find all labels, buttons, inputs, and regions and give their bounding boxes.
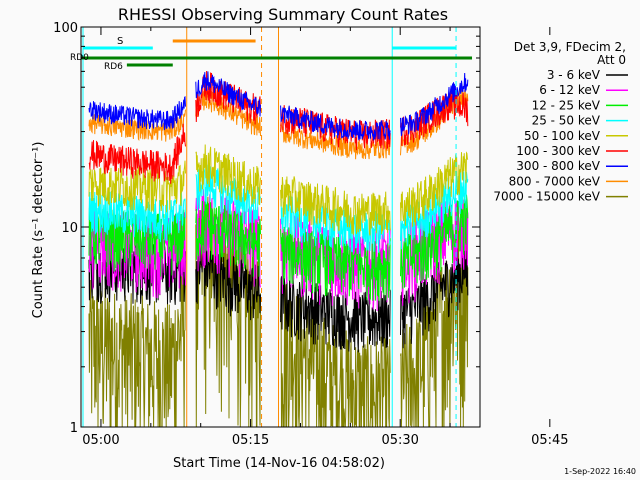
legend-entry-label: 25 - 50 keV	[532, 114, 601, 128]
series-50-100-keV-line	[88, 144, 469, 236]
y-tick-label: 100	[53, 21, 78, 36]
legend-header-line-2: Att 0	[597, 53, 626, 67]
legend-entry-label: 12 - 25 keV	[532, 98, 601, 112]
generated-timestamp: 1-Sep-2022 16:40	[564, 467, 636, 476]
x-tick-label: 05:30	[381, 433, 418, 448]
legend-entry-label: 100 - 300 keV	[516, 144, 600, 158]
x-tick-label: 05:15	[232, 433, 269, 448]
legend-entry-label: 300 - 800 keV	[516, 159, 600, 173]
annotation-rd0: RD0	[70, 53, 89, 63]
legend-header-line-1: Det 3,9, FDecim 2,	[514, 40, 626, 54]
x-tick-label: 05:45	[531, 433, 568, 448]
legend-entry-label: 7000 - 15000 keV	[493, 190, 600, 204]
x-tick-label: 05:00	[82, 433, 119, 448]
annotation-rd6: RD6	[104, 62, 123, 72]
legend-entry-label: 800 - 7000 keV	[509, 174, 601, 188]
series-300-800-keV-line	[88, 71, 469, 141]
legend-entry-label: 3 - 6 keV	[547, 68, 601, 82]
y-axis-label: Count Rate (s⁻¹ detector⁻¹)	[31, 142, 46, 319]
chart-title: RHESSI Observing Summary Count Rates	[118, 5, 448, 24]
legend-entry-label: 6 - 12 keV	[539, 83, 601, 97]
y-tick-label: 10	[61, 221, 78, 236]
axes: RD005:0005:1505:3005:4506:0006:1506:3011…	[53, 21, 568, 448]
legend-entry-label: 50 - 100 keV	[524, 129, 601, 143]
x-axis-label: Start Time (14-Nov-16 04:58:02)	[173, 456, 385, 471]
plot-data-layer: S RD6	[81, 27, 473, 427]
series-6-12-keV-line	[88, 188, 469, 312]
y-tick-label: 1	[70, 421, 78, 436]
annotation-s: S	[117, 36, 123, 47]
